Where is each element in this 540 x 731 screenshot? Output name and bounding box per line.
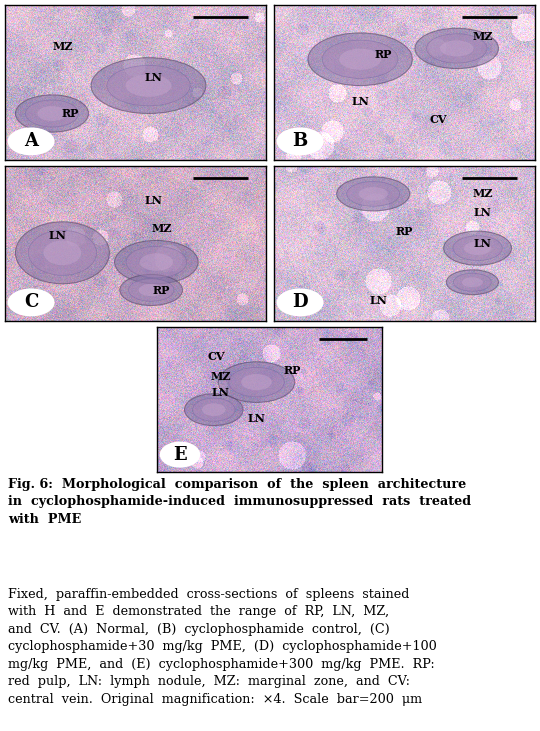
Ellipse shape: [120, 275, 183, 306]
Ellipse shape: [16, 95, 89, 132]
Ellipse shape: [107, 65, 190, 106]
Text: Fig. 6:  Morphological  comparison  of  the  spleen  architecture
in  cyclophosp: Fig. 6: Morphological comparison of the …: [8, 478, 471, 526]
Ellipse shape: [336, 177, 410, 211]
Circle shape: [160, 442, 200, 468]
Text: LN: LN: [48, 230, 66, 241]
Text: LN: LN: [145, 194, 163, 205]
Ellipse shape: [446, 270, 498, 295]
Ellipse shape: [126, 75, 172, 96]
Ellipse shape: [16, 221, 110, 284]
Ellipse shape: [139, 284, 164, 296]
Text: Fixed,  paraffin-embedded  cross-sections  of  spleens  stained
with  H  and  E : Fixed, paraffin-embedded cross-sections …: [8, 588, 437, 705]
Text: E: E: [173, 446, 187, 463]
Ellipse shape: [444, 231, 511, 265]
Ellipse shape: [229, 368, 284, 397]
Text: LN: LN: [247, 413, 266, 424]
Ellipse shape: [347, 181, 400, 206]
Ellipse shape: [25, 100, 78, 127]
Text: MZ: MZ: [472, 189, 493, 200]
Ellipse shape: [453, 236, 502, 260]
Ellipse shape: [91, 58, 206, 113]
Ellipse shape: [359, 187, 388, 201]
Ellipse shape: [464, 241, 491, 255]
Circle shape: [276, 127, 323, 156]
Ellipse shape: [339, 49, 381, 69]
Text: MZ: MZ: [472, 31, 493, 42]
Text: LN: LN: [145, 72, 163, 83]
Ellipse shape: [37, 106, 66, 121]
Text: RP: RP: [62, 108, 79, 119]
Text: C: C: [24, 293, 38, 311]
Ellipse shape: [462, 277, 483, 287]
Ellipse shape: [218, 362, 295, 402]
Text: LN: LN: [474, 207, 492, 218]
Text: LN: LN: [369, 295, 387, 306]
Text: A: A: [24, 132, 38, 151]
Text: MZ: MZ: [151, 222, 172, 233]
Text: CV: CV: [430, 114, 447, 125]
Circle shape: [276, 289, 323, 317]
Ellipse shape: [185, 394, 243, 425]
Ellipse shape: [193, 398, 235, 421]
Ellipse shape: [308, 33, 413, 86]
Text: RP: RP: [284, 365, 301, 376]
Text: MZ: MZ: [210, 371, 231, 382]
Text: D: D: [292, 293, 308, 311]
Text: LN: LN: [212, 387, 230, 398]
Ellipse shape: [114, 240, 198, 284]
Circle shape: [8, 127, 55, 156]
Ellipse shape: [454, 273, 491, 291]
Ellipse shape: [440, 40, 474, 56]
Text: LN: LN: [351, 96, 369, 107]
Ellipse shape: [427, 34, 487, 63]
Text: MZ: MZ: [52, 42, 73, 53]
Text: RP: RP: [153, 284, 170, 295]
Ellipse shape: [241, 374, 272, 390]
Ellipse shape: [44, 240, 81, 265]
Ellipse shape: [140, 254, 173, 270]
Ellipse shape: [415, 29, 498, 69]
Text: LN: LN: [474, 238, 492, 249]
Circle shape: [8, 289, 55, 317]
Ellipse shape: [202, 404, 225, 416]
Ellipse shape: [29, 230, 97, 276]
Ellipse shape: [322, 40, 398, 78]
Text: B: B: [293, 132, 308, 151]
Ellipse shape: [129, 279, 174, 301]
Ellipse shape: [126, 246, 187, 278]
Text: RP: RP: [396, 226, 413, 237]
Text: RP: RP: [375, 49, 392, 60]
Text: CV: CV: [207, 350, 225, 362]
